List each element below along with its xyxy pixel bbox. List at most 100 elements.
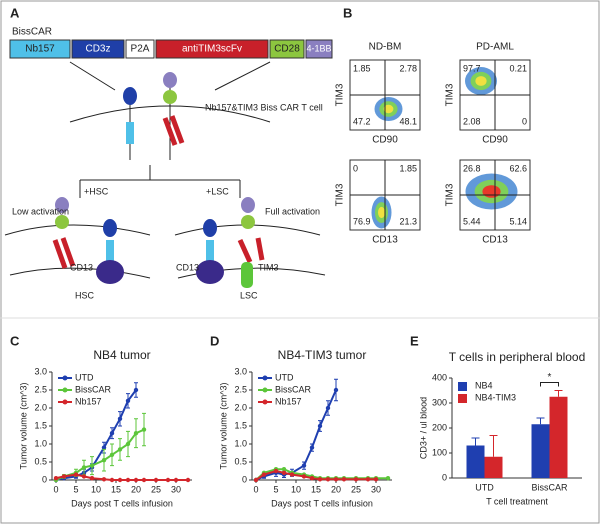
point	[253, 477, 259, 483]
point	[89, 476, 95, 481]
point	[117, 477, 123, 483]
x-tick-label: 25	[151, 484, 161, 494]
point	[341, 477, 347, 482]
quadrant-value: 0	[353, 163, 358, 173]
arrow	[69, 61, 116, 91]
point	[89, 463, 95, 468]
point	[101, 445, 107, 450]
point	[325, 477, 331, 482]
x-tick-label: 30	[371, 484, 381, 494]
legend-swatch	[458, 394, 467, 403]
point	[185, 477, 191, 483]
gene-label: antiTIM3scFv	[182, 44, 242, 55]
point	[141, 427, 147, 432]
x-axis-label: CD90	[482, 135, 508, 146]
error-bar	[536, 417, 545, 425]
point	[153, 477, 159, 483]
point	[173, 477, 179, 483]
y-tick-label: 0	[42, 474, 47, 484]
gene-box	[155, 39, 269, 59]
gene-box	[71, 39, 125, 59]
point	[73, 472, 79, 477]
gene-box	[9, 39, 71, 59]
y-tick-label: 0	[242, 474, 247, 484]
panel-label: A	[10, 5, 20, 20]
legend-marker	[62, 375, 68, 381]
condition: +LSC	[206, 186, 229, 196]
chart-title: NB4-TIM3 tumor	[278, 348, 367, 362]
y-tick-label: 3.0	[34, 366, 47, 376]
y-tick-label: 3.0	[234, 366, 247, 376]
y-tick-label: 2.5	[234, 384, 247, 394]
y-axis-label: TIM3	[445, 83, 456, 106]
legend-label: BissCAR	[75, 384, 112, 394]
y-tick-label: 400	[432, 372, 447, 382]
x-tick-label: 10	[291, 484, 301, 494]
point	[385, 476, 391, 481]
point	[125, 477, 131, 483]
quadrant-value: 5.44	[463, 216, 481, 226]
point	[101, 458, 107, 463]
legend-label: Nb157	[75, 396, 102, 406]
legend-marker	[262, 375, 268, 381]
y-tick-label: 0	[442, 472, 447, 482]
legend-marker	[62, 387, 68, 393]
y-tick-label: 1.0	[34, 438, 47, 448]
legend-label: BissCAR	[275, 384, 312, 394]
error-bar	[489, 435, 498, 457]
point	[109, 431, 115, 436]
point	[317, 423, 323, 429]
point	[301, 463, 307, 468]
x-tick-label: 25	[351, 484, 361, 494]
legend-label: UTD	[75, 372, 94, 382]
x-tick-label: 20	[331, 484, 341, 494]
density	[475, 76, 487, 86]
antigen: CD13	[70, 262, 93, 272]
gene-label: Nb157	[25, 44, 55, 55]
quadrant-value: 26.8	[463, 163, 481, 173]
point	[125, 398, 131, 403]
y-tick-label: 2.5	[34, 384, 47, 394]
bar	[466, 445, 485, 478]
x-tick-label: 0	[53, 484, 58, 494]
point	[325, 405, 331, 411]
x-axis-label: T cell treatment	[486, 496, 548, 506]
point	[109, 452, 115, 457]
point	[309, 476, 315, 481]
point	[281, 467, 287, 472]
point	[309, 445, 315, 450]
y-tick-label: 0.5	[34, 456, 47, 466]
legend-label: UTD	[275, 372, 294, 382]
quadrant-value: 47.2	[353, 116, 371, 126]
y-axis-label: TIM3	[335, 183, 346, 206]
y-tick-label: 1.0	[234, 438, 247, 448]
point	[317, 477, 323, 482]
x-tick-label: 10	[91, 484, 101, 494]
legend-marker	[62, 399, 68, 405]
point	[81, 474, 87, 479]
y-tick-label: 200	[432, 422, 447, 432]
x-tick-label: 5	[273, 484, 278, 494]
legend-swatch	[458, 382, 467, 391]
x-tick-label: 5	[73, 484, 78, 494]
x-tick-label: 20	[131, 484, 141, 494]
point	[61, 474, 67, 479]
density	[482, 185, 501, 198]
y-tick-label: 100	[432, 447, 447, 457]
legend-label: NB4-TIM3	[475, 392, 516, 402]
point	[301, 474, 307, 479]
series-line	[255, 389, 337, 481]
y-tick-label: 2.0	[34, 402, 47, 412]
significance-bracket	[540, 382, 559, 387]
point	[125, 441, 131, 447]
column-title: PD-AML	[476, 42, 514, 53]
point	[289, 472, 295, 477]
quadrant-value: 1.85	[353, 63, 371, 73]
antigen: TIM3	[258, 262, 279, 272]
point	[261, 472, 267, 477]
target-cell: HSC	[75, 290, 95, 300]
density	[383, 104, 394, 114]
panel-label: B	[343, 5, 352, 20]
